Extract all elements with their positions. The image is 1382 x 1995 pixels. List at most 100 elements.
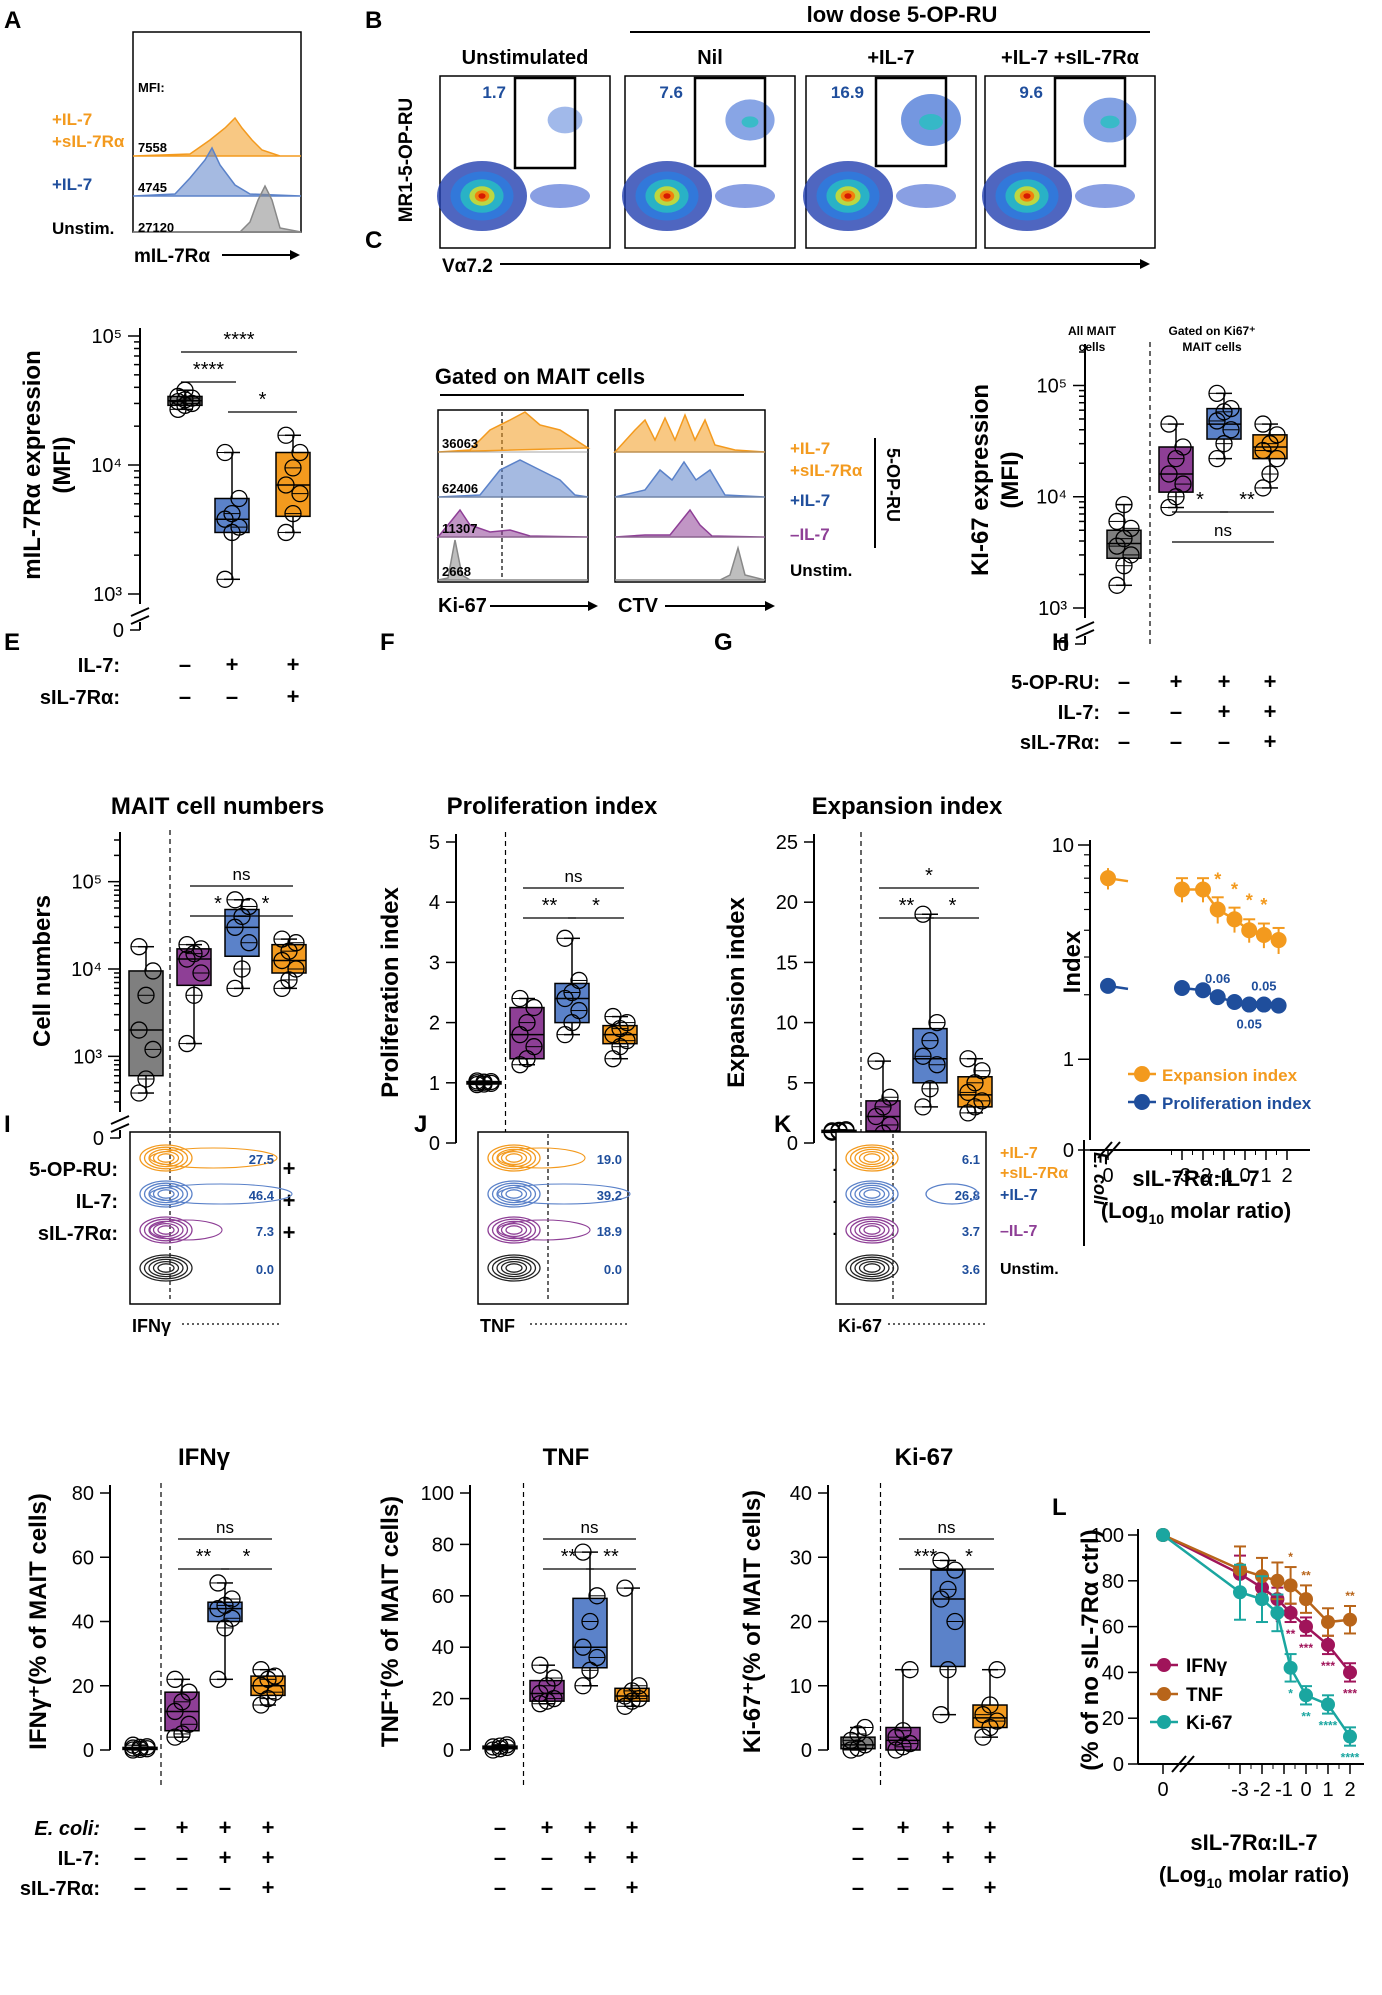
section-label: MAIT cells [1182, 340, 1242, 354]
y-axis-label: mIL-7Rα expression [19, 350, 46, 580]
sig-label: ns [565, 867, 583, 886]
contour-ring [505, 1189, 523, 1199]
condition-value: + [984, 1875, 997, 1900]
dot-plot [982, 75, 1156, 249]
sig-label: ** [542, 895, 558, 917]
contour-ring [500, 1260, 528, 1276]
axis-break [130, 607, 150, 617]
contour-ring [139, 1144, 193, 1172]
x-tick-label: 2 [1281, 1165, 1292, 1187]
x-tick-label: 0 [1300, 1779, 1311, 1801]
y-tick-label: 40 [432, 1637, 454, 1659]
sig-label: ns [233, 865, 251, 884]
y-tick-label: 80 [432, 1534, 454, 1556]
y-axis-label: (MFI) [49, 436, 76, 493]
series-point [1270, 932, 1287, 949]
mfi-value: 27120 [138, 220, 174, 235]
sig-label: *** [914, 1546, 938, 1568]
condition-label: sIL-7Rα: [40, 687, 120, 709]
group-header: low dose 5-OP-RU [807, 2, 998, 27]
y-tick-label: 10³ [1038, 598, 1067, 620]
sig-label: ns [581, 1518, 599, 1537]
contour-ring [152, 1222, 180, 1238]
plot-title: +IL-7 [867, 47, 914, 69]
y-tick-label: 10 [790, 1676, 812, 1698]
y-tick-label: 20 [1102, 1708, 1124, 1730]
condition-value: + [984, 1815, 997, 1840]
legend-marker [1157, 1658, 1171, 1672]
sig-label: ns [216, 1518, 234, 1537]
dot-plot [622, 75, 796, 249]
condition-value: – [494, 1875, 506, 1900]
series-point [1283, 1605, 1298, 1620]
y-tick-label: 20 [776, 892, 798, 914]
condition-value: + [1264, 699, 1277, 724]
condition-value: + [584, 1815, 597, 1840]
legend-label: +IL-7 [1000, 1145, 1038, 1162]
point-annotation: ** [1345, 1589, 1355, 1603]
legend-label: Proliferation index [1162, 1094, 1312, 1113]
condition-value: – [1118, 729, 1130, 754]
series-point [1270, 1605, 1285, 1620]
series-point [1270, 1573, 1285, 1588]
y-tick-label: 20 [790, 1612, 812, 1634]
legend-label: +IL-7 [790, 491, 830, 510]
sig-label: ** [603, 1546, 619, 1568]
contour-ring [143, 1218, 189, 1242]
legend-label: –IL-7 [1000, 1223, 1037, 1240]
x-axis-label: IFNγ [132, 1316, 171, 1336]
plot-title: Unstimulated [462, 47, 589, 69]
x-tick-label: 0 [1102, 1165, 1113, 1187]
y-tick-label: 1 [429, 1073, 440, 1095]
y-axis-label: Cell numbers [29, 895, 56, 1047]
series-point [1255, 1592, 1269, 1607]
histogram-peak [614, 460, 766, 498]
sig-label: * [925, 865, 933, 887]
contour-ring [139, 1216, 193, 1244]
sig-label: * [949, 895, 957, 917]
gate-value: 16.9 [831, 83, 864, 102]
condition-value: + [287, 652, 300, 677]
condition-value: – [942, 1875, 954, 1900]
legend-label: +IL-7 [1000, 1187, 1038, 1204]
condition-value: + [283, 1188, 296, 1213]
series-point [1343, 1612, 1357, 1627]
contour-ring [157, 1263, 175, 1273]
mfi-label: MFI: [138, 80, 165, 95]
mfi-value: 11307 [442, 521, 477, 536]
series-point [1299, 1619, 1313, 1634]
panel-letter-j: J [414, 1111, 427, 1138]
panel-title: Gated on MAIT cells [435, 364, 645, 389]
condition-value: + [287, 684, 300, 709]
contour-ring [845, 1144, 899, 1172]
panel-letter-a: A [4, 7, 21, 34]
series-point [1226, 993, 1243, 1010]
series-point [1195, 982, 1211, 999]
x-axis-label: (Log10 molar ratio) [1159, 1862, 1349, 1891]
contour-ring [157, 1189, 175, 1199]
bracket-label: 5-OP-RU [883, 448, 903, 522]
gate-value: 46.4 [249, 1188, 275, 1203]
contour-ring [491, 1182, 537, 1206]
condition-label: sIL-7Rα: [38, 1223, 118, 1245]
x-tick-label: -2 [1253, 1779, 1271, 1801]
dot-cluster [844, 193, 852, 199]
y-axis-label: (% of no sIL-7Rα ctrl) [1077, 1529, 1104, 1770]
panel-letter-k: K [774, 1111, 792, 1138]
point-annotation: **** [1341, 1751, 1360, 1765]
condition-value: + [1170, 669, 1183, 694]
sig-label: * [965, 1546, 973, 1568]
contour-ring [858, 1150, 886, 1166]
condition-value: + [176, 1815, 189, 1840]
contour-ring [496, 1148, 532, 1168]
histogram-peak [437, 411, 591, 453]
point-annotation: * [1214, 869, 1221, 889]
panel-letter-i: I [4, 1111, 11, 1138]
contour-ring [863, 1225, 881, 1235]
x-axis-label: TNF [480, 1316, 515, 1336]
histogram-peak [133, 184, 302, 233]
dot-cluster [715, 184, 775, 208]
x-tick-label: -2 [1194, 1165, 1212, 1187]
histogram-peak [613, 412, 766, 453]
contour-ring [858, 1222, 886, 1238]
